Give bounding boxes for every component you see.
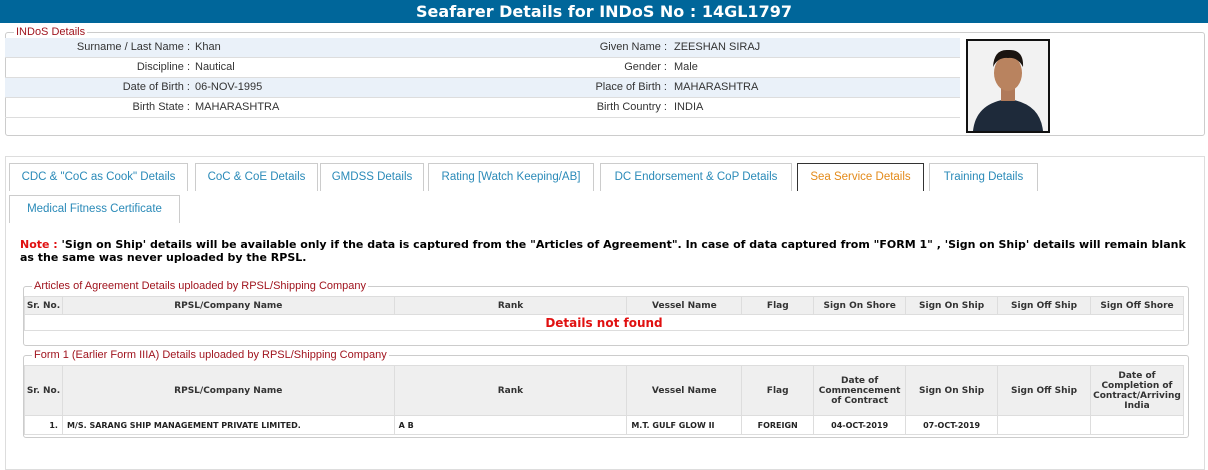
field-label: Place of Birth : (595, 81, 667, 93)
field-value: MAHARASHTRA (195, 101, 280, 113)
indos-row: Discipline : Nautical Gender : Male (5, 58, 960, 78)
field-value: Male (674, 61, 698, 73)
table-cell: M/S. SARANG SHIP MANAGEMENT PRIVATE LIMI… (61, 415, 395, 435)
seafarer-photo (966, 39, 1050, 133)
field-value: Khan (195, 41, 221, 53)
column-header: Vessel Name (626, 296, 743, 315)
aoa-legend: Articles of Agreement Details uploaded b… (34, 280, 367, 292)
sea-service-note: Note : 'Sign on Ship' details will be av… (20, 238, 1186, 264)
empty-message: Details not found (24, 314, 1184, 331)
column-header: Rank (393, 296, 628, 315)
tab-medical-fitness-certificate[interactable]: Medical Fitness Certificate (9, 195, 180, 223)
column-header: Sign On Ship (905, 365, 999, 416)
field-value: ZEESHAN SIRAJ (674, 41, 761, 53)
tab-dc-endorsement-cop-details[interactable]: DC Endorsement & CoP Details (600, 163, 792, 191)
field-label: Discipline : (136, 61, 190, 73)
column-header: Sign On Shore (813, 296, 907, 315)
column-header: RPSL/Company Name (61, 296, 395, 315)
tab-gmdss-details[interactable]: GMDSS Details (320, 163, 424, 191)
form1-section: Form 1 (Earlier Form IIIA) Details uploa… (23, 349, 1189, 438)
column-header: Sign Off Shore (1090, 296, 1184, 315)
form1-table: Sr. No. RPSL/Company Name Rank Vessel Name F… (24, 365, 1185, 435)
aoa-table: Sr. No. RPSL/Company Name Rank Vessel Name F… (24, 296, 1184, 331)
column-header: Sign On Ship (905, 296, 999, 315)
table-cell: 1. (24, 415, 63, 435)
aoa-section: Articles of Agreement Details uploaded b… (23, 280, 1189, 346)
field-label: Birth State : (132, 101, 190, 113)
field-label: Date of Birth : (122, 81, 190, 93)
table-row: 1. M/S. SARANG SHIP MANAGEMENT PRIVATE LI… (24, 415, 1185, 435)
tab-training-details[interactable]: Training Details (929, 163, 1038, 191)
column-header: Rank (393, 365, 628, 416)
page-title: Seafarer Details for INDoS No : 14GL1797 (0, 0, 1208, 23)
field-label: Given Name : (599, 41, 667, 53)
field-value: 06-NOV-1995 (195, 81, 263, 93)
table-cell: M.T. GULF GLOW II (626, 415, 743, 435)
tab-sea-service-details[interactable]: Sea Service Details (797, 163, 924, 191)
table-cell (1089, 415, 1185, 435)
table-cell (997, 415, 1091, 435)
column-header: Date of Commencement of Contract (813, 365, 907, 416)
indos-row: Date of Birth : 06-NOV-1995 Place of Birth… (5, 78, 960, 98)
indos-legend: INDoS Details (16, 26, 86, 38)
table-cell: 07-OCT-2019 (905, 415, 999, 435)
field-value: Nautical (195, 61, 235, 73)
form1-legend: Form 1 (Earlier Form IIIA) Details uploa… (34, 349, 387, 361)
column-header: Vessel Name (626, 365, 743, 416)
column-header: Sr. No. (24, 296, 63, 315)
indos-row: Birth State : MAHARASHTRA Birth Country : I… (5, 98, 960, 118)
field-value: MAHARASHTRA (674, 81, 759, 93)
column-header: Sign Off Ship (997, 365, 1091, 416)
table-cell: FOREIGN (741, 415, 815, 435)
field-label: Surname / Last Name : (76, 41, 190, 53)
column-header: Flag (741, 365, 815, 416)
field-label: Birth Country : (596, 101, 667, 113)
table-cell: 04-OCT-2019 (813, 415, 907, 435)
column-header: Flag (741, 296, 815, 315)
column-header: Sign Off Ship (997, 296, 1091, 315)
table-cell: A B (393, 415, 628, 435)
field-label: Gender : (624, 61, 667, 73)
column-header: Date of Completion of Contract/Arriving … (1089, 365, 1185, 416)
field-value: INDIA (674, 101, 704, 113)
tab-rating-watch-keeping-ab[interactable]: Rating [Watch Keeping/AB] (428, 163, 594, 191)
tab-cdc-coc-as-cook-details[interactable]: CDC & "CoC as Cook" Details (9, 163, 188, 191)
indos-row: Surname / Last Name : Khan Given Name : ZEE… (5, 38, 960, 58)
column-header: Sr. No. (24, 365, 63, 416)
column-header: RPSL/Company Name (61, 365, 395, 416)
tab-coc-coe-details[interactable]: CoC & CoE Details (195, 163, 318, 191)
